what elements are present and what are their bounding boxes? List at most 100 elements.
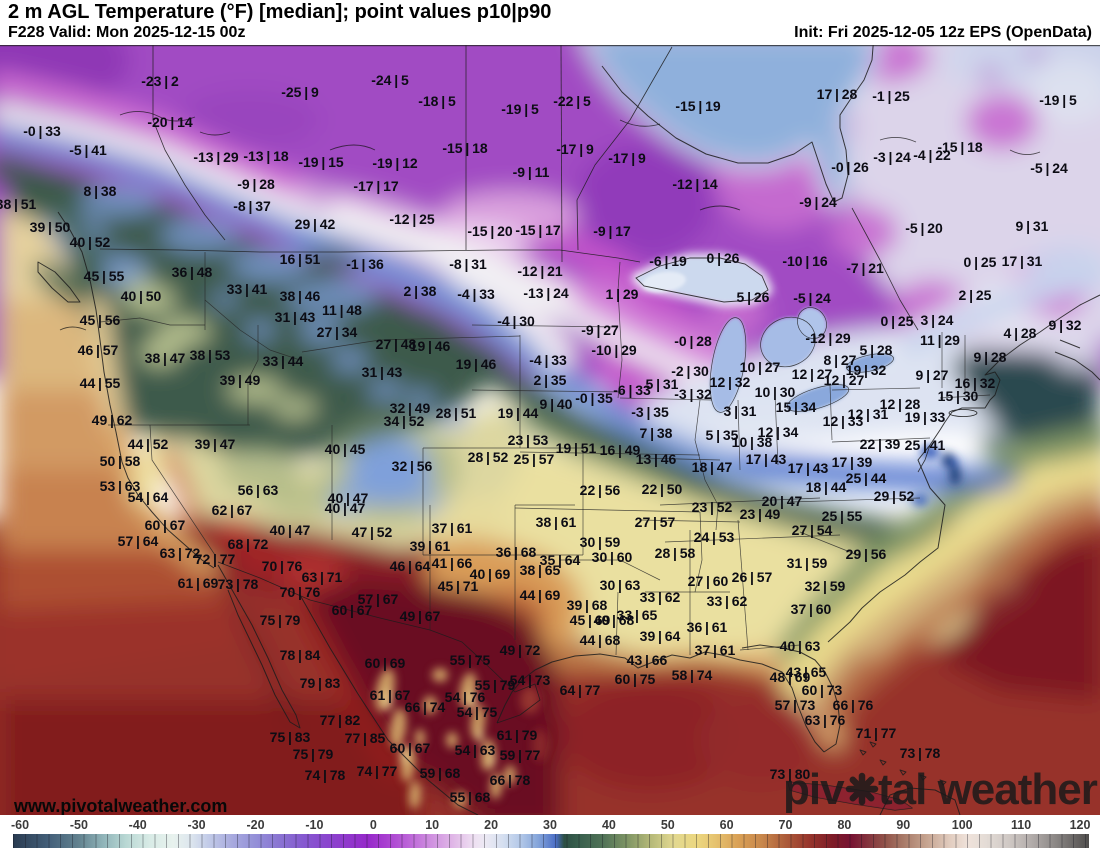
svg-text:piv: piv [783, 765, 845, 814]
svg-text:-4 | 33: -4 | 33 [529, 352, 567, 368]
svg-text:56 | 63: 56 | 63 [238, 482, 279, 498]
svg-text:-12 | 14: -12 | 14 [672, 176, 718, 192]
svg-text:22 | 39: 22 | 39 [860, 436, 901, 452]
svg-text:-9 | 28: -9 | 28 [237, 176, 275, 192]
svg-text:19 | 46: 19 | 46 [410, 338, 451, 354]
svg-text:-15 | 19: -15 | 19 [675, 98, 721, 114]
svg-text:19 | 32: 19 | 32 [846, 362, 887, 378]
svg-text:26 | 57: 26 | 57 [732, 569, 773, 585]
svg-text:46 | 57: 46 | 57 [78, 342, 119, 358]
svg-text:-0 | 33: -0 | 33 [23, 123, 61, 139]
svg-text:16 | 51: 16 | 51 [280, 251, 321, 267]
svg-text:63 | 72: 63 | 72 [160, 545, 201, 561]
svg-text:55 | 68: 55 | 68 [450, 789, 491, 805]
svg-text:-20 | 14: -20 | 14 [147, 114, 193, 130]
svg-text:46 | 64: 46 | 64 [390, 558, 431, 574]
svg-text:59 | 77: 59 | 77 [500, 747, 541, 763]
svg-text:-15 | 18: -15 | 18 [937, 139, 983, 155]
svg-text:0 | 25: 0 | 25 [881, 313, 914, 329]
svg-text:-5 | 24: -5 | 24 [1030, 160, 1068, 176]
svg-text:38 | 47: 38 | 47 [145, 350, 186, 366]
svg-text:45 | 69: 45 | 69 [570, 612, 611, 628]
svg-text:31 | 43: 31 | 43 [362, 364, 403, 380]
svg-text:-12 | 25: -12 | 25 [389, 211, 435, 227]
svg-text:-10 | 29: -10 | 29 [591, 342, 637, 358]
svg-text:-19 | 5: -19 | 5 [501, 101, 539, 117]
svg-text:25 | 57: 25 | 57 [514, 451, 555, 467]
svg-text:-4 | 33: -4 | 33 [457, 286, 495, 302]
svg-text:17 | 31: 17 | 31 [1002, 253, 1043, 269]
svg-text:-4 | 30: -4 | 30 [497, 313, 535, 329]
svg-text:-17 | 9: -17 | 9 [608, 150, 646, 166]
svg-text:0: 0 [370, 818, 377, 832]
svg-text:60 | 75: 60 | 75 [615, 671, 656, 687]
svg-text:27 | 60: 27 | 60 [688, 573, 729, 589]
svg-text:70 | 76: 70 | 76 [280, 584, 321, 600]
svg-text:-10: -10 [305, 818, 323, 832]
svg-text:0 | 26: 0 | 26 [707, 250, 740, 266]
svg-text:37 | 61: 37 | 61 [432, 520, 473, 536]
svg-text:49 | 67: 49 | 67 [400, 608, 441, 624]
svg-text:7 | 38: 7 | 38 [640, 425, 673, 441]
svg-text:30 | 63: 30 | 63 [600, 577, 641, 593]
svg-text:-23 | 2: -23 | 2 [141, 73, 179, 89]
svg-text:45 | 71: 45 | 71 [438, 578, 479, 594]
svg-text:-12 | 29: -12 | 29 [805, 330, 851, 346]
svg-text:60 | 69: 60 | 69 [365, 655, 406, 671]
svg-text:-22 | 5: -22 | 5 [553, 93, 591, 109]
svg-text:54 | 76: 54 | 76 [445, 689, 486, 705]
svg-text:-1 | 36: -1 | 36 [346, 256, 384, 272]
svg-text:12 | 27: 12 | 27 [824, 372, 865, 388]
svg-text:33 | 62: 33 | 62 [640, 589, 681, 605]
svg-text:2 | 35: 2 | 35 [534, 372, 567, 388]
svg-text:90: 90 [896, 818, 910, 832]
svg-text:70: 70 [779, 818, 793, 832]
svg-text:53 | 63: 53 | 63 [100, 478, 141, 494]
svg-text:0 | 25: 0 | 25 [964, 254, 997, 270]
svg-text:28 | 58: 28 | 58 [655, 545, 696, 561]
svg-text:68 | 72: 68 | 72 [228, 536, 269, 552]
svg-text:18 | 47: 18 | 47 [692, 459, 733, 475]
svg-text:-60: -60 [11, 818, 29, 832]
svg-text:61 | 79: 61 | 79 [497, 727, 538, 743]
svg-text:-9 | 17: -9 | 17 [593, 223, 631, 239]
svg-text:50 | 58: 50 | 58 [100, 453, 141, 469]
svg-text:10 | 30: 10 | 30 [755, 384, 796, 400]
svg-text:19 | 51: 19 | 51 [556, 440, 597, 456]
svg-text:73 | 78: 73 | 78 [218, 576, 259, 592]
svg-text:36 | 68: 36 | 68 [496, 544, 537, 560]
svg-text:60: 60 [720, 818, 734, 832]
svg-text:37 | 60: 37 | 60 [791, 601, 832, 617]
svg-text:75 | 83: 75 | 83 [270, 729, 311, 745]
svg-text:13 | 46: 13 | 46 [636, 451, 677, 467]
svg-text:35 | 64: 35 | 64 [540, 552, 581, 568]
svg-text:20 | 47: 20 | 47 [762, 493, 803, 509]
svg-text:-0 | 35: -0 | 35 [575, 390, 613, 406]
svg-text:77 | 82: 77 | 82 [320, 712, 361, 728]
svg-text:77 | 85: 77 | 85 [345, 730, 386, 746]
svg-text:-8 | 31: -8 | 31 [449, 256, 487, 272]
svg-text:17 | 43: 17 | 43 [746, 451, 787, 467]
svg-text:32 | 49: 32 | 49 [390, 400, 431, 416]
svg-text:12 | 28: 12 | 28 [880, 396, 921, 412]
svg-text:11 | 29: 11 | 29 [920, 332, 960, 348]
svg-text:-10 | 16: -10 | 16 [782, 253, 828, 269]
svg-text:8 | 38: 8 | 38 [84, 183, 117, 199]
svg-text:9 | 28: 9 | 28 [974, 349, 1007, 365]
svg-text:38 | 46: 38 | 46 [280, 288, 321, 304]
svg-text:48 | 69: 48 | 69 [770, 669, 811, 685]
svg-text:-3 | 35: -3 | 35 [631, 404, 669, 420]
svg-text:54 | 63: 54 | 63 [455, 742, 496, 758]
svg-text:-40: -40 [129, 818, 147, 832]
svg-text:39 | 47: 39 | 47 [195, 436, 236, 452]
svg-text:12 | 33: 12 | 33 [823, 413, 864, 429]
svg-text:3 | 24: 3 | 24 [921, 312, 954, 328]
svg-text:3 | 31: 3 | 31 [724, 403, 757, 419]
svg-text:-3 | 24: -3 | 24 [873, 149, 911, 165]
svg-text:36 | 61: 36 | 61 [687, 619, 728, 635]
svg-text:70 | 76: 70 | 76 [262, 558, 303, 574]
svg-text:33 | 65: 33 | 65 [617, 607, 658, 623]
svg-text:33 | 41: 33 | 41 [227, 281, 268, 297]
svg-text:25 | 44: 25 | 44 [846, 470, 887, 486]
svg-text:-2 | 30: -2 | 30 [671, 363, 709, 379]
